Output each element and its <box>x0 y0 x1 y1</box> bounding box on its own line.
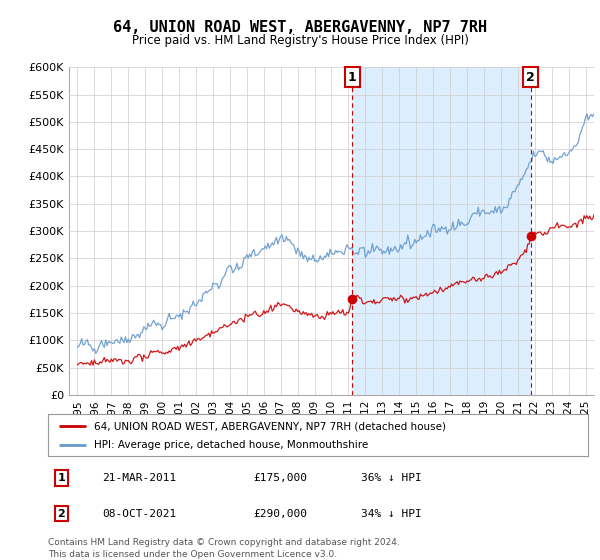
Text: 34% ↓ HPI: 34% ↓ HPI <box>361 508 422 519</box>
Text: 1: 1 <box>348 71 356 83</box>
Text: HPI: Average price, detached house, Monmouthshire: HPI: Average price, detached house, Monm… <box>94 440 368 450</box>
Text: Contains HM Land Registry data © Crown copyright and database right 2024.
This d: Contains HM Land Registry data © Crown c… <box>48 538 400 559</box>
Text: 64, UNION ROAD WEST, ABERGAVENNY, NP7 7RH: 64, UNION ROAD WEST, ABERGAVENNY, NP7 7R… <box>113 20 487 35</box>
Text: 64, UNION ROAD WEST, ABERGAVENNY, NP7 7RH (detached house): 64, UNION ROAD WEST, ABERGAVENNY, NP7 7R… <box>94 421 446 431</box>
Text: £175,000: £175,000 <box>253 473 307 483</box>
Text: £290,000: £290,000 <box>253 508 307 519</box>
Bar <box>352 67 531 395</box>
Text: 2: 2 <box>526 71 535 83</box>
Text: 21-MAR-2011: 21-MAR-2011 <box>102 473 176 483</box>
Text: 36% ↓ HPI: 36% ↓ HPI <box>361 473 422 483</box>
Text: 2: 2 <box>58 508 65 519</box>
Text: Price paid vs. HM Land Registry's House Price Index (HPI): Price paid vs. HM Land Registry's House … <box>131 34 469 46</box>
Text: 08-OCT-2021: 08-OCT-2021 <box>102 508 176 519</box>
Text: 1: 1 <box>58 473 65 483</box>
